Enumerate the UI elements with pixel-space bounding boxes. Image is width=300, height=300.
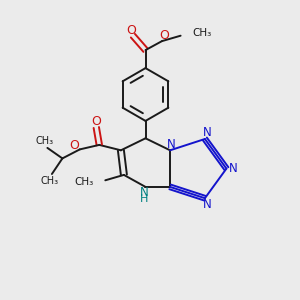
Text: N: N: [229, 162, 237, 175]
Text: CH₃: CH₃: [36, 136, 54, 146]
Text: CH₃: CH₃: [192, 28, 211, 38]
Text: CH₃: CH₃: [40, 176, 58, 186]
Text: N: N: [202, 126, 211, 139]
Text: CH₃: CH₃: [75, 177, 94, 187]
Text: N: N: [167, 138, 176, 152]
Text: H: H: [140, 194, 148, 204]
Text: O: O: [160, 28, 169, 42]
Text: N: N: [202, 198, 211, 211]
Text: O: O: [70, 139, 79, 152]
Text: O: O: [92, 115, 101, 128]
Text: O: O: [127, 24, 136, 37]
Text: N: N: [140, 186, 148, 199]
